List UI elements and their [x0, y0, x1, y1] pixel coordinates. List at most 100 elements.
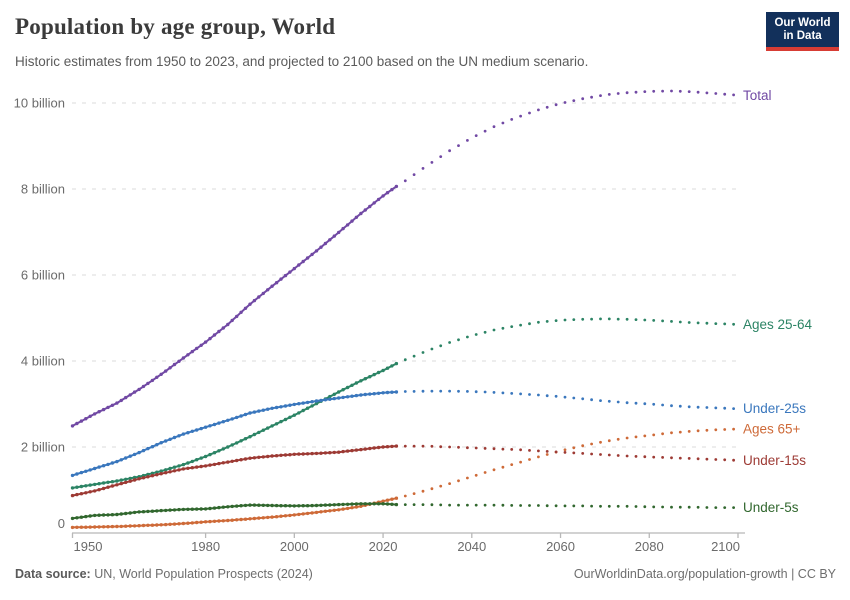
- series-under-25s-marker: [221, 420, 225, 424]
- owid-logo[interactable]: Our World in Data: [766, 12, 839, 51]
- series-under-5s-projection-dot: [412, 503, 416, 506]
- series-under-15s-marker: [332, 450, 336, 455]
- series-under-15s-marker: [181, 467, 186, 471]
- series-ages-65-plus-projection-dot: [581, 444, 585, 448]
- series-under-5s-marker: [230, 504, 234, 509]
- series-label-under-5s[interactable]: Under-5s: [743, 500, 799, 515]
- series-ages-25-64-marker: [328, 394, 332, 399]
- series-label-ages-25-64[interactable]: Ages 25-64: [743, 317, 813, 332]
- series-total-marker: [137, 387, 141, 392]
- series-label-under-15s[interactable]: Under-15s: [743, 453, 806, 468]
- series-total-projection-dot: [510, 118, 514, 121]
- series-ages-25-64-projection-dot: [448, 341, 451, 344]
- series-under-25s-marker: [128, 454, 132, 458]
- series-ages-65-plus-projection-dot: [590, 442, 593, 446]
- series-under-15s-marker: [97, 488, 101, 492]
- series-ages-65-plus-projection-dot: [545, 453, 549, 456]
- series-under-25s-marker: [243, 412, 248, 417]
- series-total[interactable]: [70, 89, 735, 428]
- series-under-15s-marker: [350, 448, 354, 453]
- series-ages-65-plus-marker: [141, 523, 146, 528]
- series-ages-25-64-marker: [235, 441, 239, 445]
- series-label-total[interactable]: Total: [743, 88, 772, 103]
- series-under-5s-projection-dot: [652, 505, 656, 509]
- series-under-25s-projection-dot: [670, 404, 673, 408]
- series-total-projection-dot: [723, 92, 727, 96]
- series-ages-25-64-projection-dot: [528, 322, 531, 326]
- series-under-5s-projection-dot: [483, 503, 487, 507]
- series-under-15s-marker: [288, 453, 292, 457]
- series-under-5s-marker: [368, 502, 372, 506]
- series-ages-25-64-marker: [97, 482, 101, 486]
- series-under-15s-projection-dot: [554, 450, 558, 454]
- series-ages-65-plus-marker: [243, 517, 248, 521]
- series-ages-25-64-marker: [203, 454, 208, 459]
- series-under-15s-projection-dot: [590, 452, 593, 456]
- series-label-ages-65-plus[interactable]: Ages 65+: [743, 421, 801, 436]
- series-ages-65-plus-marker: [186, 521, 190, 525]
- series-total-marker: [359, 211, 363, 216]
- series-under-5s[interactable]: [70, 502, 735, 521]
- series-total-projection-dot: [554, 103, 558, 107]
- series-under-25s-marker: [150, 445, 155, 449]
- series-under-5s-marker: [305, 504, 310, 508]
- series-under-5s-marker: [132, 510, 137, 515]
- series-ages-25-64-projection-dot: [439, 344, 443, 348]
- series-ages-65-plus-marker: [319, 510, 323, 514]
- series-total-projection-dot: [670, 89, 673, 93]
- series-ages-65-plus-marker: [115, 524, 119, 529]
- series-under-15s-projection-dot: [466, 446, 469, 450]
- series-under-5s-marker: [319, 503, 323, 507]
- series-total-marker: [146, 381, 150, 386]
- series-under-15s-marker: [150, 474, 155, 478]
- series-under-15s-marker: [230, 459, 234, 463]
- series-under-5s-projection-dot: [528, 504, 531, 507]
- series-under-15s-marker: [75, 492, 79, 497]
- series-under-5s-marker: [137, 510, 141, 514]
- series-ages-65-plus-marker: [177, 522, 181, 526]
- series-ages-65-plus-marker: [266, 515, 270, 520]
- series-ages-65-plus-projection-dot: [643, 434, 647, 438]
- series-under-15s-marker: [119, 481, 124, 486]
- credit-link[interactable]: OurWorldinData.org/population-growth | C…: [573, 567, 836, 581]
- series-under-25s-marker: [363, 392, 367, 397]
- x-tick-label-2000: 2000: [280, 539, 309, 554]
- series-under-15s-projection-dot: [545, 450, 549, 453]
- series-under-5s-projection-dot: [687, 505, 691, 509]
- series-ages-65-plus[interactable]: [70, 427, 735, 530]
- series-ages-65-plus-projection-dot: [483, 471, 487, 474]
- series-under-5s-marker: [190, 507, 194, 511]
- series-under-15s[interactable]: [70, 444, 735, 498]
- series-ages-65-plus-projection-dot: [412, 492, 416, 495]
- series-ages-25-64-marker: [385, 366, 390, 370]
- series-under-5s-marker: [381, 502, 385, 506]
- series-ages-25-64-projection-dot: [545, 320, 549, 323]
- series-total-marker: [279, 277, 283, 281]
- series-label-under-25s[interactable]: Under-25s: [743, 401, 806, 416]
- series-ages-65-plus-projection-dot: [501, 465, 505, 469]
- series-under-25s[interactable]: [70, 389, 735, 478]
- series-ages-25-64-marker: [124, 477, 128, 481]
- series-total-marker: [88, 414, 92, 418]
- series-ages-65-plus-projection-dot: [519, 460, 522, 464]
- series-under-25s-projection-dot: [466, 390, 469, 393]
- series-ages-65-plus-projection-dot: [430, 487, 434, 491]
- series-under-15s-projection-dot: [519, 448, 522, 452]
- series-total-marker: [314, 249, 319, 253]
- series-under-15s-projection-dot: [563, 451, 567, 454]
- series-under-25s-marker: [323, 398, 328, 402]
- series-under-25s-marker: [345, 395, 350, 399]
- series-ages-25-64-projection-dot: [492, 328, 496, 332]
- series-ages-25-64[interactable]: [70, 317, 735, 490]
- series-under-15s-marker: [212, 462, 217, 467]
- series-ages-65-plus-marker: [217, 519, 221, 523]
- series-under-5s-projection-dot: [501, 503, 505, 507]
- series-under-5s-projection-dot: [519, 504, 522, 507]
- series-under-25s-projection-dot: [492, 391, 496, 394]
- series-total-projection-dot: [732, 93, 735, 97]
- series-under-25s-marker: [195, 428, 199, 432]
- series-total-marker: [283, 273, 288, 278]
- series-under-5s-marker: [150, 509, 155, 513]
- series-ages-25-64-marker: [181, 462, 186, 467]
